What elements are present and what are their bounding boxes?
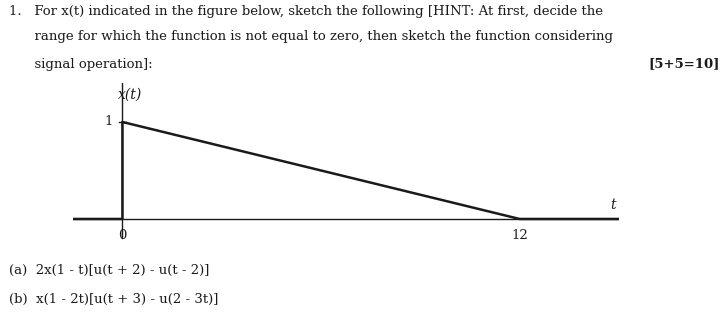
Text: 12: 12 <box>511 229 528 242</box>
Text: 1: 1 <box>104 116 113 129</box>
Text: range for which the function is not equal to zero, then sketch the function cons: range for which the function is not equa… <box>9 30 613 44</box>
Text: (b)  x(1 - 2t)[u(t + 3) - u(2 - 3t)]: (b) x(1 - 2t)[u(t + 3) - u(2 - 3t)] <box>9 293 218 306</box>
Text: x(t): x(t) <box>117 87 142 101</box>
Text: 1.   For x(t) indicated in the figure below, sketch the following [HINT: At firs: 1. For x(t) indicated in the figure belo… <box>9 5 603 18</box>
Text: t: t <box>610 198 615 212</box>
Text: signal operation]:: signal operation]: <box>9 58 152 71</box>
Text: 0: 0 <box>118 229 127 242</box>
Text: [5+5=10]: [5+5=10] <box>648 58 719 71</box>
Text: (a)  2x(1 - t)[u(t + 2) - u(t - 2)]: (a) 2x(1 - t)[u(t + 2) - u(t - 2)] <box>9 264 209 277</box>
